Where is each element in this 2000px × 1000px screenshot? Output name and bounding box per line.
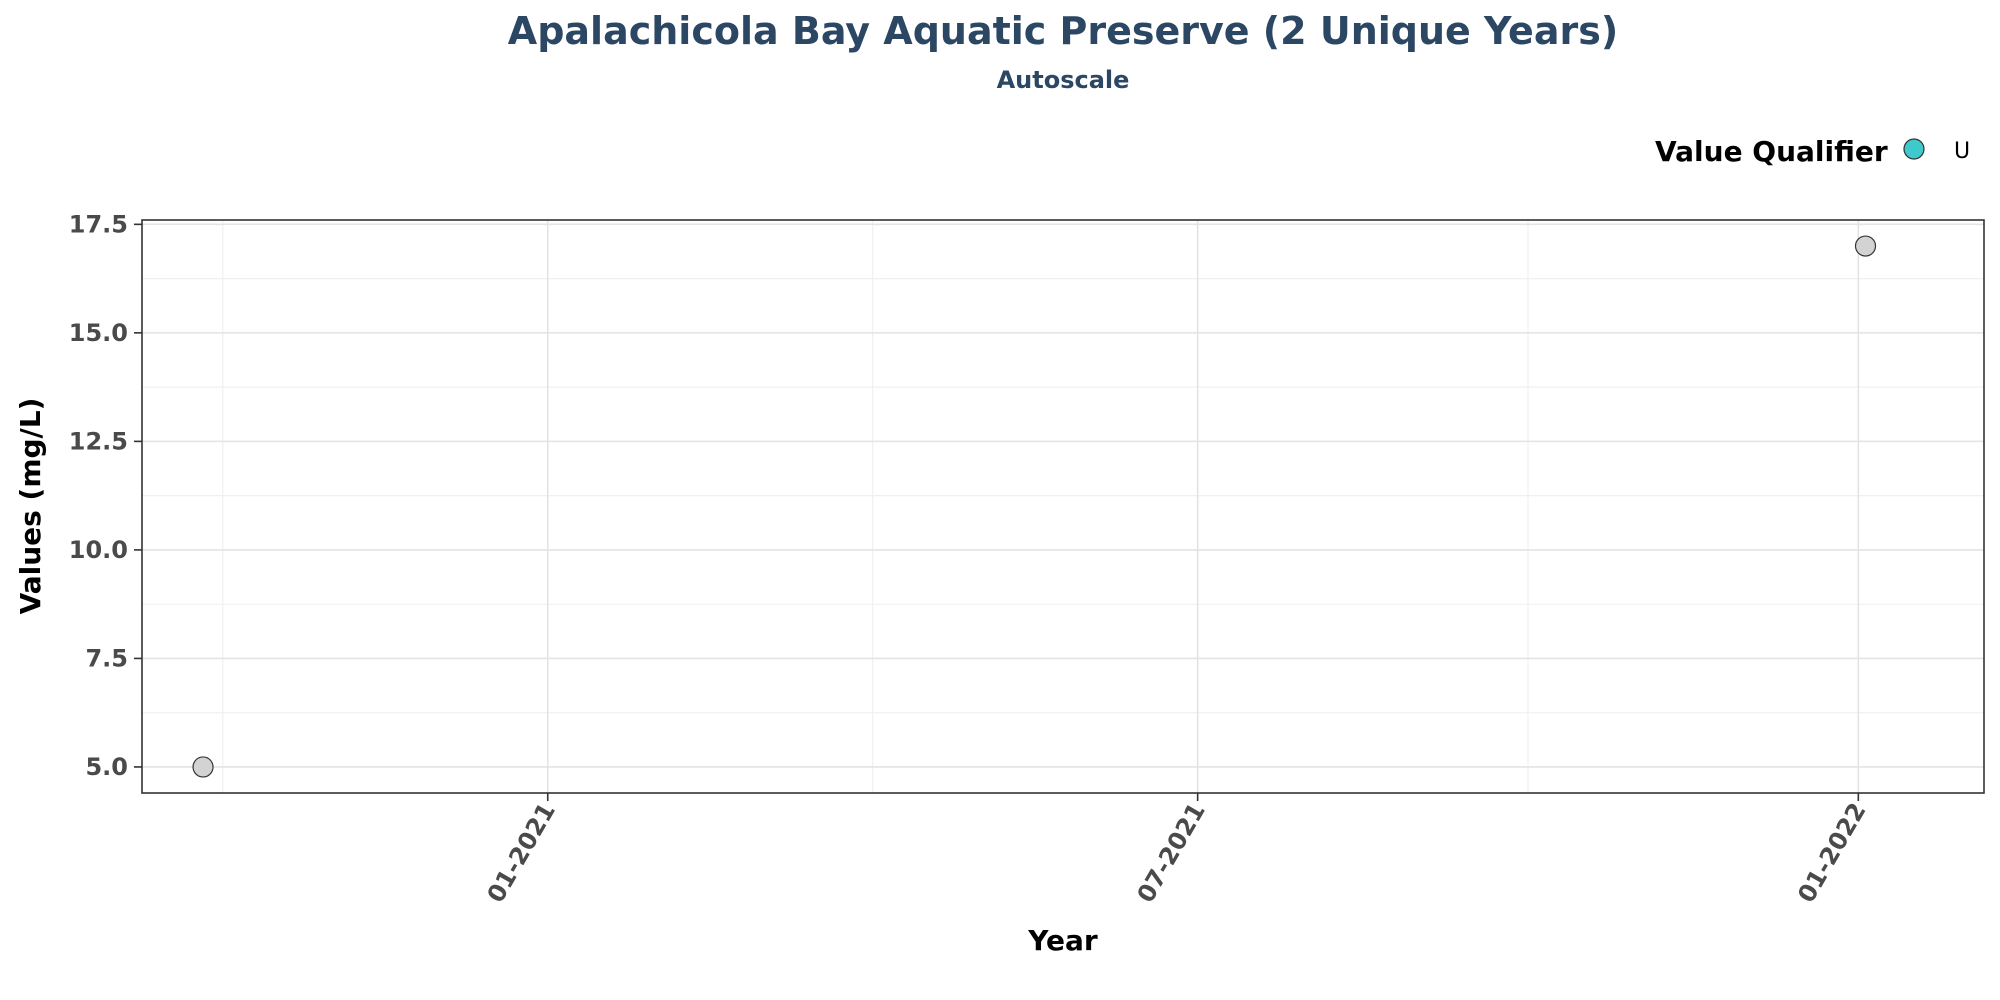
chart-title: Apalachicola Bay Aquatic Preserve (2 Uni… <box>508 9 1618 53</box>
x-axis-title: Year <box>1027 924 1098 957</box>
x-axis: 01-2021 07-2021 01-2022 <box>482 793 1872 907</box>
x-tick-label: 01-2022 <box>1792 798 1871 907</box>
y-tick-label: 15.0 <box>69 319 128 347</box>
plot-frame <box>141 219 1985 794</box>
x-tick-label: 01-2021 <box>482 798 561 907</box>
legend: Value Qualifier U <box>1655 135 1970 168</box>
y-tick-label: 5.0 <box>85 753 128 781</box>
y-tick-label: 17.5 <box>69 210 128 238</box>
legend-title: Value Qualifier <box>1655 135 1888 168</box>
chart-subtitle: Autoscale <box>997 66 1130 94</box>
data-points <box>192 235 1877 778</box>
data-point <box>192 756 214 778</box>
y-tick-label: 12.5 <box>69 427 128 455</box>
y-axis-title: Values (mg/L) <box>14 398 47 615</box>
grid <box>142 220 1984 793</box>
y-tick-label: 10.0 <box>69 536 128 564</box>
y-axis: 5.0 7.5 10.0 12.5 15.0 17.5 <box>69 210 142 781</box>
y-tick-label: 7.5 <box>85 644 128 672</box>
legend-label-u: U <box>1954 139 1970 164</box>
data-point <box>1854 235 1877 257</box>
x-tick-label: 07-2021 <box>1132 798 1211 907</box>
legend-marker-u <box>1903 138 1925 160</box>
